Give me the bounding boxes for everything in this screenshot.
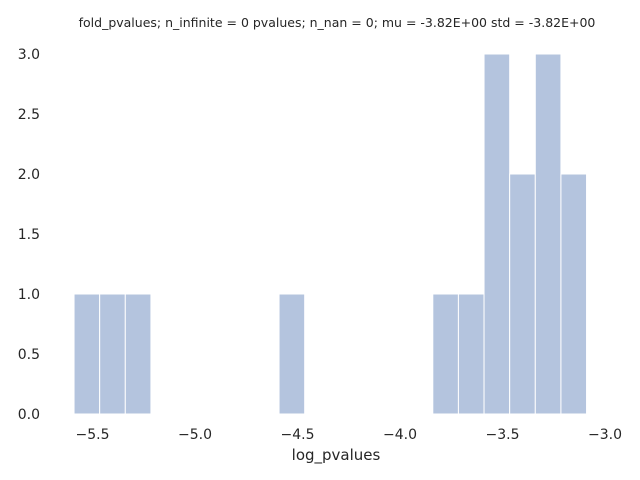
bars-group — [73, 53, 588, 415]
y-tick-label: 0.5 — [18, 347, 40, 363]
x-tick-label: −3.5 — [486, 427, 520, 443]
y-tick-label: 3.0 — [18, 47, 40, 63]
histogram-bar — [73, 293, 101, 415]
x-tick-label: −4.5 — [281, 427, 315, 443]
y-tick-label: 1.5 — [18, 227, 40, 243]
histogram-bar — [560, 173, 588, 415]
y-tick-label: 1.0 — [18, 287, 40, 303]
histogram-bar — [124, 293, 152, 415]
x-tick-label: −5.5 — [76, 427, 110, 443]
y-tick-label: 0.0 — [18, 407, 40, 423]
x-tick-label: −5.0 — [178, 427, 212, 443]
x-axis-ticks: −5.5 −5.0 −4.5 −4.0 −3.5 −3.0 — [76, 427, 623, 443]
x-tick-label: −4.0 — [383, 427, 417, 443]
y-tick-label: 2.5 — [18, 107, 40, 123]
y-tick-label: 2.0 — [18, 167, 40, 183]
chart-title: fold_pvalues; n_infinite = 0 pvalues; n_… — [79, 15, 596, 30]
x-axis-label: log_pvalues — [292, 446, 381, 465]
histogram-bar — [278, 293, 306, 415]
histogram-bar — [509, 173, 536, 415]
y-axis-ticks: 0.0 0.5 1.0 1.5 2.0 2.5 3.0 — [18, 47, 40, 423]
x-tick-label: −3.0 — [588, 427, 622, 443]
histogram-bar — [534, 53, 562, 415]
histogram-bar — [99, 293, 126, 415]
histogram-bar — [457, 293, 485, 415]
histogram-bar — [432, 293, 459, 415]
histogram-bar — [483, 53, 511, 415]
